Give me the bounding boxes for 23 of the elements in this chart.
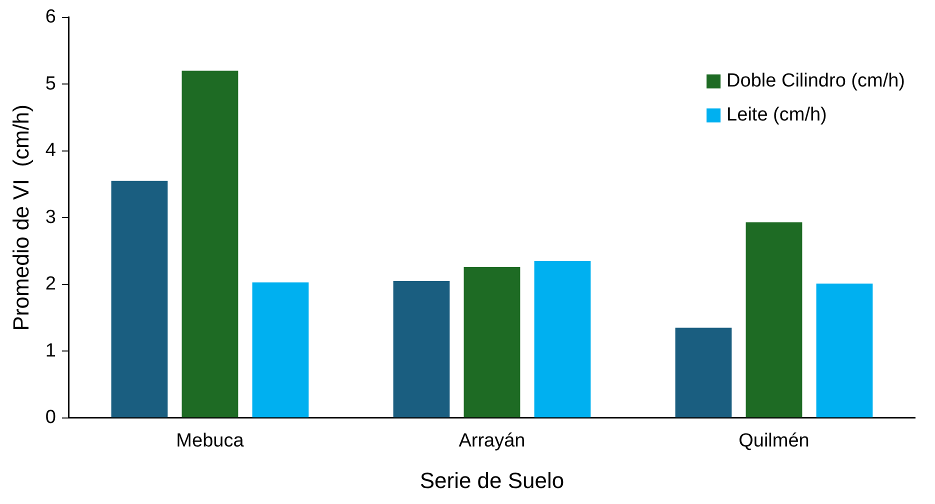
y-tick-label: 5 xyxy=(45,73,56,94)
x-tick-label: Arrayán xyxy=(458,430,526,452)
y-tick-label: 1 xyxy=(45,340,56,362)
x-tick-label: Mebuca xyxy=(176,430,244,452)
y-tick-label: 6 xyxy=(45,6,56,28)
bar xyxy=(816,284,873,418)
y-tick-label: 3 xyxy=(45,206,56,228)
y-axis-title: Promedio de VI (cm/h) xyxy=(8,104,34,331)
bar xyxy=(182,70,238,418)
y-tick-label: 2 xyxy=(45,274,56,295)
bar xyxy=(252,282,309,418)
bar xyxy=(534,260,591,418)
bar xyxy=(464,266,520,418)
bar xyxy=(675,328,732,418)
legend-label: Doble Cilindro (cm/h) xyxy=(726,70,906,92)
legend-label: Leite (cm/h) xyxy=(726,104,827,126)
bar xyxy=(111,180,168,418)
bar xyxy=(746,222,802,418)
y-tick-label: 4 xyxy=(45,140,56,162)
y-tick-label: 0 xyxy=(45,407,56,428)
x-axis-title: Serie de Suelo xyxy=(420,468,564,493)
x-tick-label: Quilmén xyxy=(738,430,810,452)
bar xyxy=(393,280,450,418)
